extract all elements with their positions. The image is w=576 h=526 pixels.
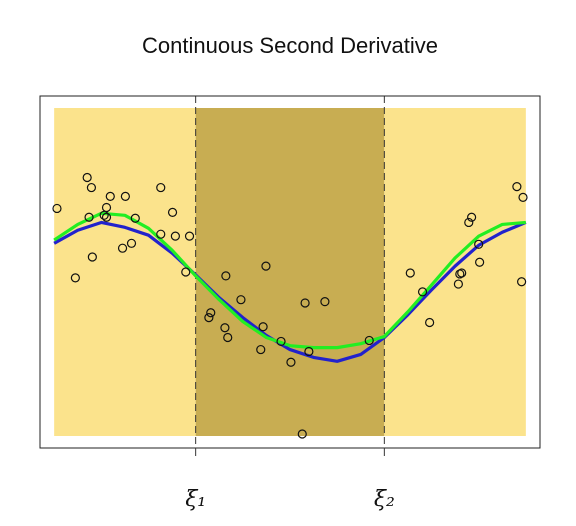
data-point <box>184 231 195 241</box>
data-point <box>261 261 271 271</box>
data-point <box>417 287 428 297</box>
data-point <box>220 323 230 333</box>
data-point <box>304 346 314 357</box>
data-point <box>52 203 62 214</box>
data-point <box>297 429 307 439</box>
data-point <box>84 212 94 222</box>
region <box>54 108 196 436</box>
data-point <box>453 279 463 289</box>
data-point <box>457 268 467 278</box>
data-point <box>425 317 435 328</box>
data-point <box>258 322 268 332</box>
data-point <box>120 191 130 201</box>
data-point <box>181 267 191 277</box>
data-point <box>364 335 374 346</box>
data-point <box>221 271 231 281</box>
knot-label: ξ₂ <box>374 487 395 512</box>
data-point <box>105 191 115 201</box>
data-point <box>101 202 112 213</box>
data-point <box>167 207 178 217</box>
data-point <box>464 217 474 228</box>
plot-area <box>52 96 528 448</box>
data-point <box>126 238 137 248</box>
region <box>384 108 526 436</box>
data-point <box>512 182 522 192</box>
data-point <box>156 229 166 239</box>
data-point <box>156 182 166 193</box>
data-point <box>474 239 484 249</box>
data-point <box>223 332 233 343</box>
data-point <box>286 357 296 367</box>
data-point <box>405 268 415 278</box>
data-point <box>518 192 528 202</box>
data-point <box>204 313 214 323</box>
data-point <box>101 212 112 222</box>
data-point <box>117 243 128 253</box>
data-point <box>455 269 465 279</box>
data-point <box>87 252 97 262</box>
fit-curve <box>53 211 526 350</box>
fit-curve <box>53 220 527 363</box>
data-point <box>467 212 477 222</box>
data-point <box>86 182 97 193</box>
data-point <box>276 336 286 347</box>
plot-frame <box>39 95 541 449</box>
chart-title: Continuous Second Derivative <box>142 33 438 58</box>
data-point <box>517 277 527 287</box>
data-point <box>256 344 266 355</box>
data-point <box>206 308 216 318</box>
data-point <box>320 297 330 307</box>
data-point <box>475 257 485 267</box>
knot-label: ξ₁ <box>185 487 206 512</box>
data-point <box>130 213 140 223</box>
data-point <box>170 231 180 241</box>
data-point <box>300 298 310 308</box>
data-point <box>236 295 246 305</box>
data-point <box>70 273 80 283</box>
data-point <box>82 172 92 183</box>
